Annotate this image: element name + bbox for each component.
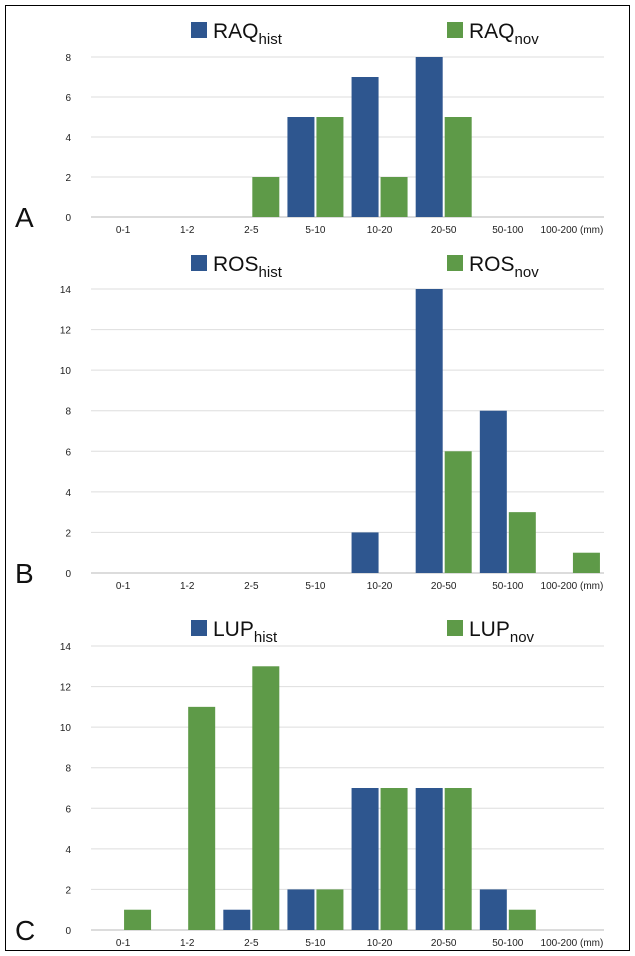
legend-item-hist: LUPhist [191, 618, 278, 646]
chart-panel-c: 0 2 4 6 8 10 12 14 0-1 1-2 2-5 5-10 10-20 20-50 50-100… [15, 618, 604, 949]
panel-letter: B [15, 558, 34, 589]
x-tick-label: 5-10 [305, 225, 325, 236]
bar-raq-hist-5 [415, 57, 443, 217]
bar-lup-nov-2 [252, 666, 280, 930]
y-tick-label: 8 [65, 53, 71, 64]
legend-label: RAQhist [213, 20, 283, 48]
bar-ros-hist-6 [479, 410, 507, 573]
legend-swatch [191, 22, 207, 38]
y-tick-label: 2 [65, 173, 71, 184]
bar-raq-hist-3 [287, 117, 315, 217]
legend-label: ROShist [213, 253, 283, 281]
figure-frame: 0 2 4 6 8 0-1 1-2 2-5 5-10 10-20 20-50 50-100 100-20… [5, 5, 630, 951]
bar-raq-nov-2 [252, 177, 280, 217]
y-tick-label: 12 [60, 683, 72, 694]
legend-swatch [191, 255, 207, 271]
bar-lup-nov-5 [444, 788, 472, 930]
legend-label: RAQnov [469, 20, 539, 48]
bar-lup-nov-0 [124, 909, 152, 930]
x-tick-label: 0-1 [116, 225, 131, 236]
bar-ros-hist-4 [351, 532, 379, 573]
y-tick-label: 14 [60, 642, 72, 653]
x-tick-label: 0-1 [116, 581, 131, 592]
y-tick-label: 10 [60, 723, 72, 734]
chart-panel-a: 0 2 4 6 8 0-1 1-2 2-5 5-10 10-20 20-50 50-100 100-20… [15, 20, 604, 236]
bar-lup-hist-3 [287, 889, 315, 930]
x-tick-label: 20-50 [431, 938, 457, 949]
bar-ros-nov-5 [444, 451, 472, 573]
x-tick-label: 50-100 [492, 225, 524, 236]
y-tick-label: 8 [65, 407, 71, 418]
bar-lup-hist-5 [415, 788, 443, 930]
x-tick-label: 5-10 [305, 938, 325, 949]
legend-item-hist: ROShist [191, 253, 283, 281]
legend-swatch [191, 620, 207, 636]
panel-letter: C [15, 915, 35, 946]
y-tick-label: 14 [60, 285, 72, 296]
y-tick-label: 12 [60, 326, 72, 337]
legend-label: LUPnov [469, 618, 535, 646]
bar-lup-hist-4 [351, 788, 379, 930]
x-tick-label: 20-50 [431, 225, 457, 236]
bar-lup-nov-6 [508, 909, 536, 930]
x-tick-label: 10-20 [367, 581, 393, 592]
x-tick-label: 10-20 [367, 938, 393, 949]
y-tick-label: 6 [65, 804, 71, 815]
legend-item-nov: ROSnov [447, 253, 539, 281]
x-tick-label: 2-5 [244, 225, 259, 236]
x-tick-label: 50-100 [492, 581, 524, 592]
bar-ros-nov-6 [508, 512, 536, 573]
bar-lup-nov-1 [188, 706, 216, 930]
x-tick-label: 1-2 [180, 581, 195, 592]
legend-item-nov: LUPnov [447, 618, 535, 646]
x-tick-label: 100-200 (mm) [541, 938, 604, 949]
y-tick-label: 6 [65, 93, 71, 104]
x-tick-label: 100-200 (mm) [541, 581, 604, 592]
bar-lup-nov-4 [380, 788, 408, 930]
legend-swatch [447, 620, 463, 636]
bar-lup-hist-2 [223, 909, 251, 930]
x-tick-label: 2-5 [244, 581, 259, 592]
x-tick-label: 0-1 [116, 938, 131, 949]
x-tick-label: 50-100 [492, 938, 524, 949]
y-tick-label: 4 [65, 133, 71, 144]
y-tick-label: 2 [65, 528, 71, 539]
y-tick-label: 6 [65, 447, 71, 458]
x-tick-label: 5-10 [305, 581, 325, 592]
legend-label: ROSnov [469, 253, 539, 281]
x-tick-label: 10-20 [367, 225, 393, 236]
x-tick-label: 2-5 [244, 938, 259, 949]
y-tick-label: 0 [65, 569, 71, 580]
bar-raq-nov-3 [316, 117, 344, 217]
bar-raq-nov-4 [380, 177, 408, 217]
legend-label: LUPhist [213, 618, 278, 646]
x-tick-label: 20-50 [431, 581, 457, 592]
bar-ros-hist-5 [415, 289, 443, 573]
bar-lup-hist-6 [479, 889, 507, 930]
bar-raq-hist-4 [351, 77, 379, 217]
chart-panel-b: 0 2 4 6 8 10 12 14 0-1 1-2 2-5 5-10 10-20 20-50 50-100… [15, 253, 604, 592]
bar-raq-nov-5 [444, 117, 472, 217]
legend-swatch [447, 22, 463, 38]
y-tick-label: 10 [60, 366, 72, 377]
y-tick-label: 2 [65, 885, 71, 896]
bar-ros-nov-7 [572, 552, 600, 573]
bar-chart-figure: 0 2 4 6 8 0-1 1-2 2-5 5-10 10-20 20-50 50-100 100-20… [15, 20, 604, 949]
x-tick-label: 100-200 (mm) [541, 225, 604, 236]
y-tick-label: 4 [65, 488, 71, 499]
legend-item-nov: RAQnov [447, 20, 539, 48]
y-tick-label: 8 [65, 764, 71, 775]
bar-lup-nov-3 [316, 889, 344, 930]
legend-item-hist: RAQhist [191, 20, 283, 48]
y-tick-label: 0 [65, 213, 71, 224]
x-tick-label: 1-2 [180, 938, 195, 949]
legend-swatch [447, 255, 463, 271]
y-tick-label: 0 [65, 926, 71, 937]
panel-letter: A [15, 202, 34, 233]
x-tick-label: 1-2 [180, 225, 195, 236]
y-tick-label: 4 [65, 845, 71, 856]
